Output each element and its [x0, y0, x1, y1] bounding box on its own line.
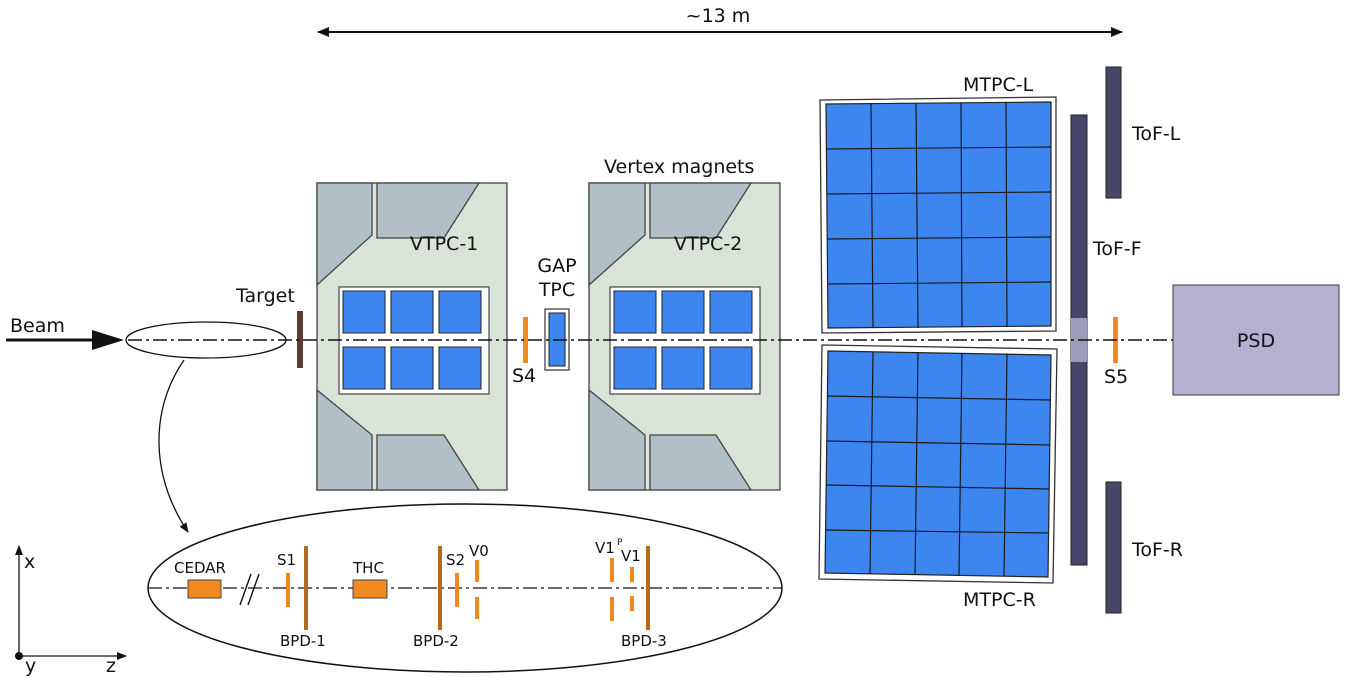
axis-break-mark: [239, 573, 252, 606]
gap-label-line1: GAP: [537, 255, 576, 277]
tof-r-label: ToF-R: [1131, 539, 1183, 561]
beam-zoom-ellipse: [125, 321, 287, 359]
mtpc-r: MTPC-R: [818, 344, 1058, 611]
s5-label: S5: [1104, 366, 1128, 388]
cedar-label: CEDAR: [174, 559, 226, 577]
v1-counter-lower: [630, 596, 634, 611]
tof-f-label: ToF-F: [1092, 238, 1142, 260]
cedar-detector: [187, 579, 222, 599]
bpd2-label: BPD-2: [413, 632, 459, 650]
gap-label-line2: TPC: [538, 279, 575, 301]
v0-counter-lower: [475, 597, 479, 619]
bpd2-detector: [438, 546, 442, 630]
axis-break-mark: [247, 573, 260, 606]
beam-arrow: Beam: [6, 315, 124, 350]
v1p-label: V1: [595, 539, 615, 557]
psd: PSD: [1172, 284, 1340, 396]
v1-label: V1: [621, 547, 641, 565]
vertex-magnets-label: Vertex magnets: [604, 156, 754, 178]
axis-x-label: x: [24, 551, 35, 573]
vertex-magnet-2: VTPC-2 Vertex magnets: [588, 156, 781, 491]
vtpc2-label: VTPC-2: [674, 233, 742, 255]
tof-r: ToF-R: [1105, 481, 1183, 614]
tof-l: ToF-L: [1105, 66, 1181, 199]
target: Target: [235, 285, 303, 368]
s5-counter: S5: [1104, 317, 1128, 388]
mtpc-l: MTPC-L: [819, 74, 1057, 334]
bpd3-label: BPD-3: [621, 632, 667, 650]
s2-counter: [455, 573, 459, 607]
thc-label: THC: [352, 559, 384, 577]
length-dimension: ~13 m: [317, 5, 1123, 37]
axis-y-label: y: [25, 655, 36, 677]
thc-detector: [352, 579, 388, 599]
bpd1-label: BPD-1: [280, 632, 326, 650]
vtpc1-label: VTPC-1: [410, 233, 478, 255]
mtpc-r-label: MTPC-R: [963, 589, 1036, 611]
zoom-pointer-arrow: [158, 359, 189, 533]
v0-label: V0: [469, 542, 489, 560]
beamline-inset: CEDAR S1 BPD-1 THC BPD-2 S2 V0 V1 P V1 B…: [147, 503, 783, 673]
gap-tpc: GAP TPC: [537, 255, 577, 371]
vertex-magnet-1: VTPC-1: [316, 182, 508, 491]
v0-counter-upper: [475, 560, 479, 582]
coordinate-axes: x y z: [15, 545, 127, 677]
dimension-label: ~13 m: [686, 5, 751, 27]
mtpc-l-label: MTPC-L: [963, 74, 1034, 96]
v1p-counter-lower: [610, 597, 614, 621]
s1-label: S1: [277, 551, 296, 569]
s2-label: S2: [446, 551, 465, 569]
bpd3-detector: [646, 546, 650, 630]
s4-label: S4: [512, 365, 536, 387]
s1-counter: [286, 573, 290, 607]
axis-z-label: z: [106, 655, 116, 677]
bpd1-detector: [304, 546, 308, 630]
tof-l-label: ToF-L: [1131, 123, 1181, 145]
psd-label: PSD: [1237, 330, 1275, 352]
v1p-superscript: P: [617, 538, 623, 548]
v1p-counter-upper: [610, 558, 614, 582]
s4-counter: S4: [512, 317, 536, 387]
v1-counter-upper: [630, 567, 634, 582]
beam-label: Beam: [10, 315, 65, 337]
target-label: Target: [235, 285, 295, 307]
